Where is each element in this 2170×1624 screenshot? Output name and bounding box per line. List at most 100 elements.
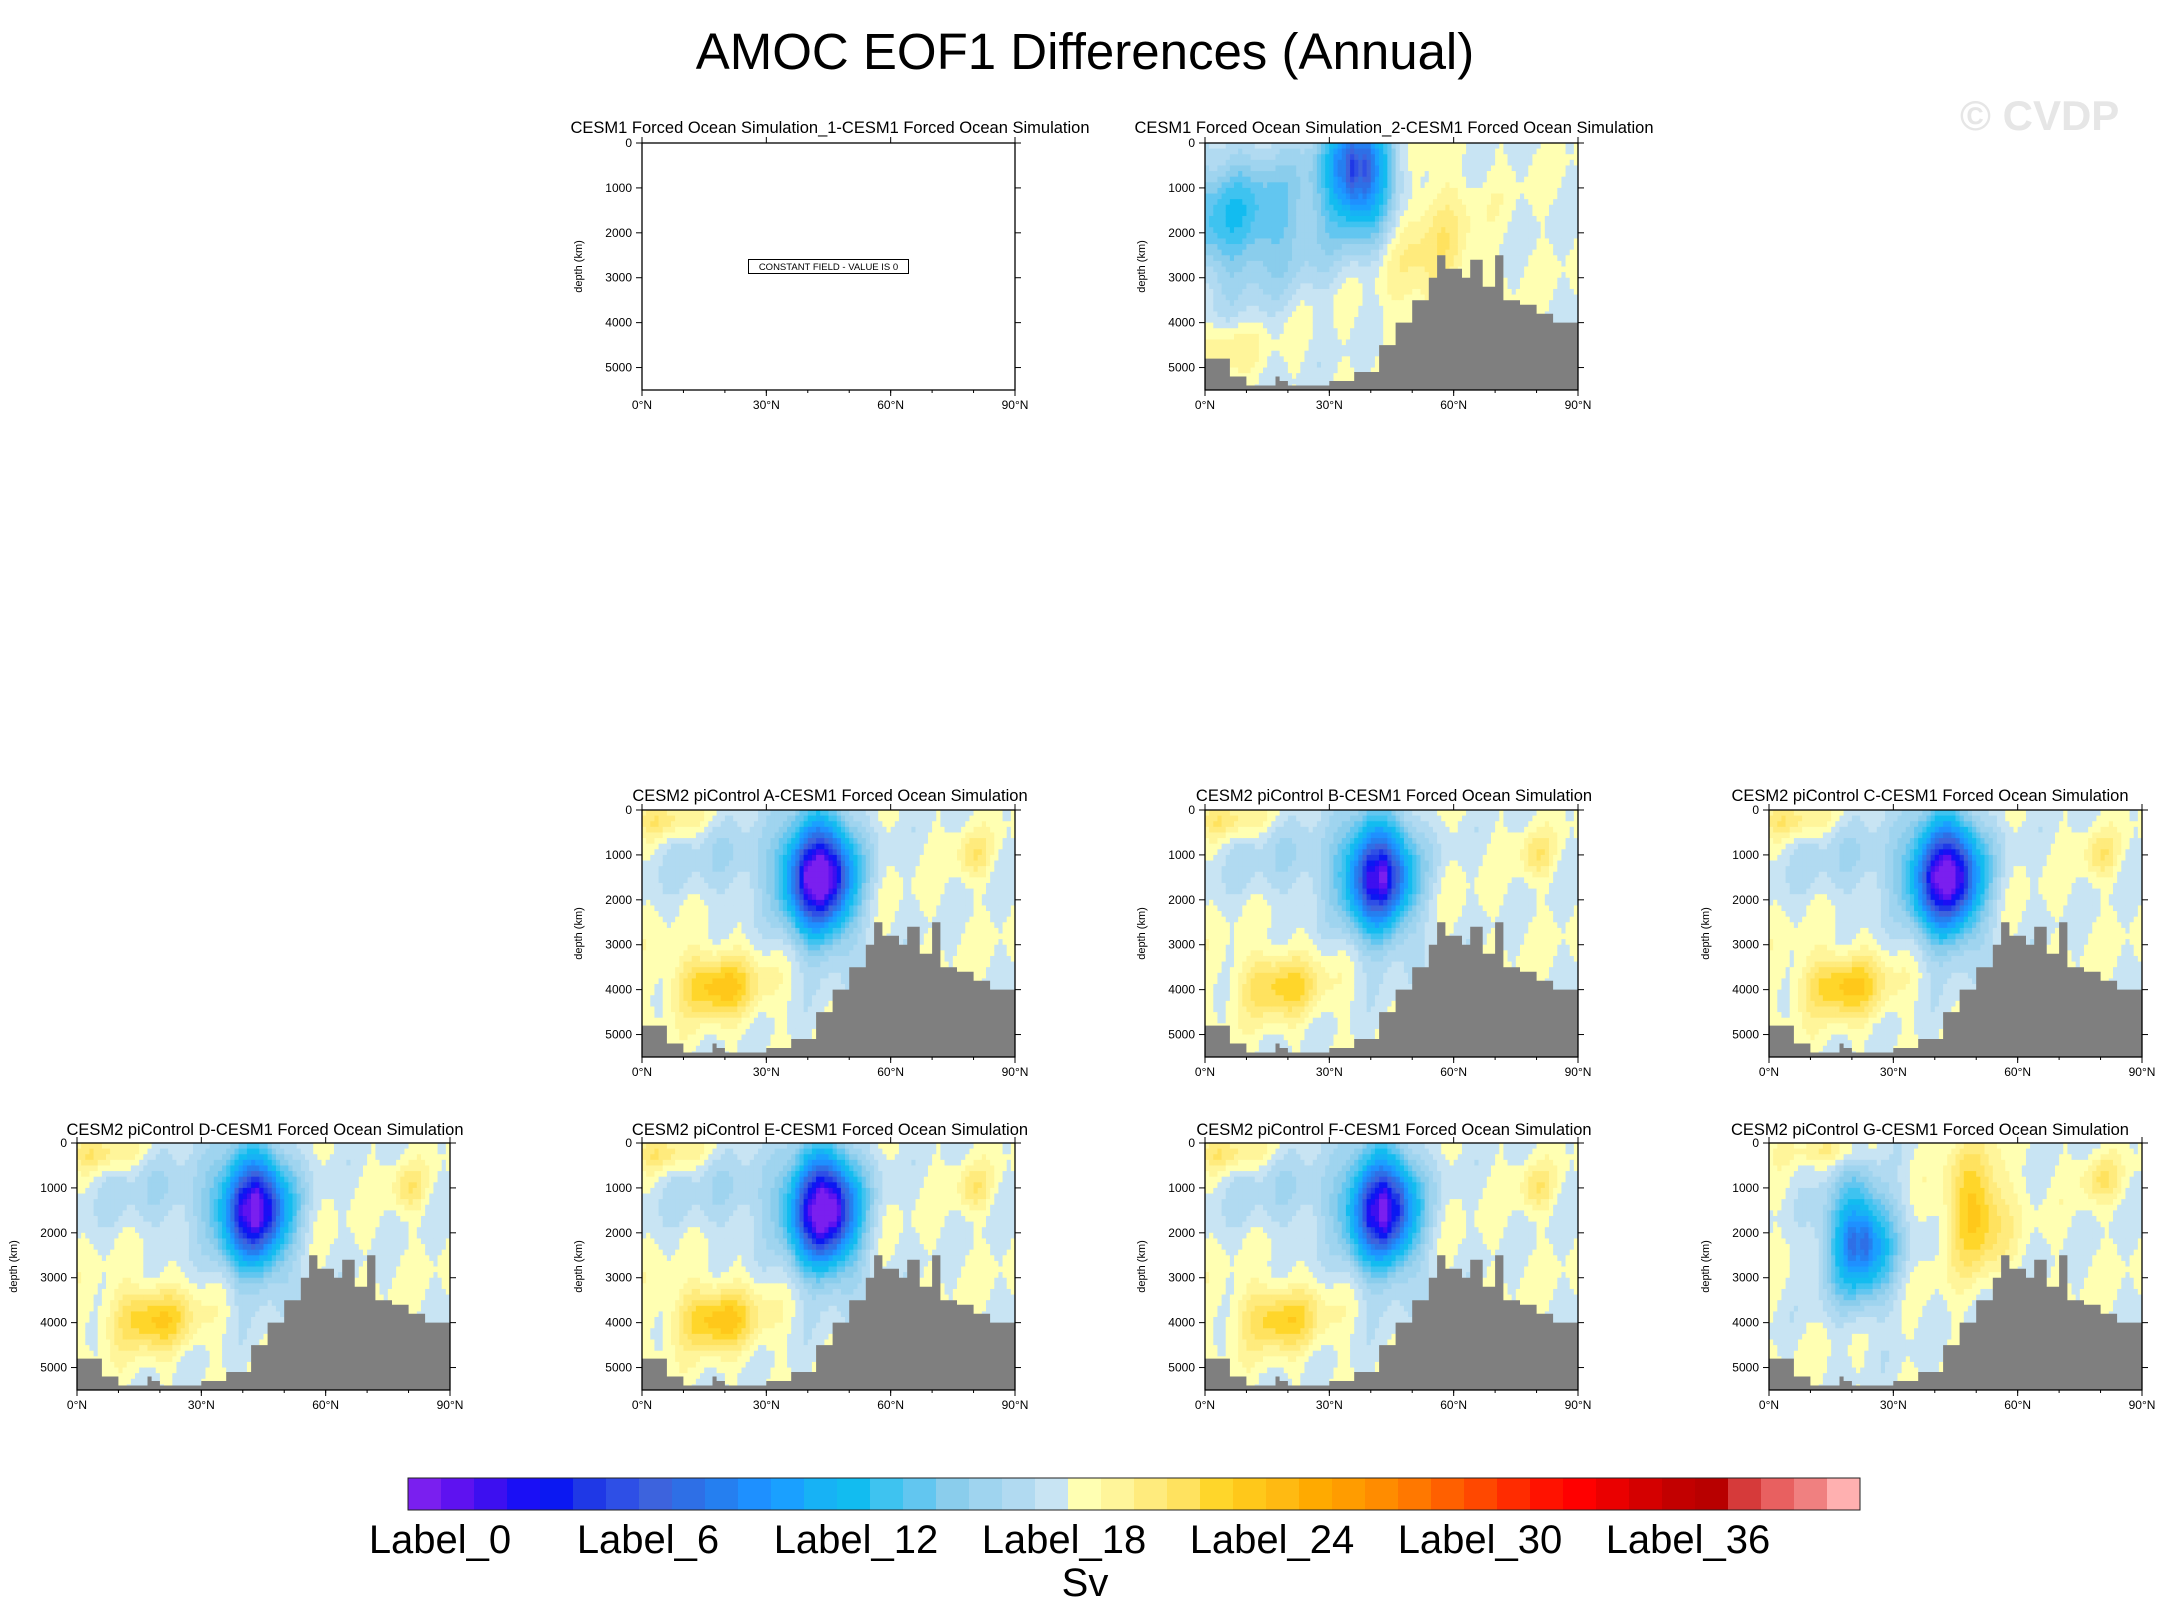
field-cell bbox=[1271, 187, 1276, 194]
field-cell bbox=[1528, 227, 1533, 234]
field-cell bbox=[654, 950, 659, 957]
field-cell bbox=[724, 882, 730, 889]
field-cell bbox=[1420, 215, 1426, 222]
field-cell bbox=[1470, 249, 1475, 256]
field-cell bbox=[1271, 260, 1276, 267]
field-cell bbox=[1271, 345, 1276, 352]
field-cell bbox=[1366, 154, 1372, 161]
field-cell bbox=[1445, 199, 1450, 206]
field-cell bbox=[666, 1012, 672, 1019]
field-cell bbox=[1416, 199, 1421, 206]
field-cell bbox=[1441, 244, 1446, 251]
field-cell bbox=[654, 882, 659, 889]
field-cell bbox=[1287, 322, 1293, 329]
field-cell bbox=[1544, 260, 1550, 267]
field-cell bbox=[1325, 356, 1330, 363]
field-cell bbox=[1486, 176, 1492, 183]
field-cell bbox=[1565, 176, 1571, 183]
field-cell bbox=[679, 826, 684, 833]
field-cell bbox=[1238, 238, 1243, 245]
field-cell bbox=[1234, 165, 1239, 172]
field-cell bbox=[1524, 171, 1529, 178]
field-cell bbox=[1519, 294, 1525, 301]
field-cell bbox=[1304, 294, 1310, 301]
field-cell bbox=[1209, 277, 1214, 284]
field-cell bbox=[1354, 305, 1359, 312]
field-cell bbox=[708, 1028, 713, 1035]
field-cell bbox=[1478, 255, 1484, 262]
field-cell bbox=[1221, 154, 1227, 161]
field-cell bbox=[1354, 345, 1359, 352]
field-cell bbox=[1292, 367, 1297, 374]
field-cell bbox=[1548, 232, 1554, 239]
field-cell bbox=[724, 871, 730, 878]
field-cell bbox=[1267, 171, 1272, 178]
field-cell bbox=[1428, 266, 1434, 273]
field-cell bbox=[720, 899, 726, 906]
field-cell bbox=[691, 950, 697, 957]
field-cell bbox=[1403, 232, 1409, 239]
field-cell bbox=[642, 826, 647, 833]
field-cell bbox=[1242, 367, 1247, 374]
field-cell bbox=[1221, 339, 1227, 346]
field-cell bbox=[1271, 143, 1276, 150]
field-cell bbox=[1561, 300, 1566, 307]
field-cell bbox=[712, 849, 717, 856]
field-cell bbox=[1213, 333, 1218, 340]
field-cell bbox=[1337, 356, 1343, 363]
field-cell bbox=[1519, 221, 1525, 228]
field-cell bbox=[1387, 148, 1392, 155]
field-cell bbox=[1242, 187, 1247, 194]
field-cell bbox=[1296, 277, 1301, 284]
field-cell bbox=[1461, 165, 1467, 172]
field-cell bbox=[1536, 182, 1542, 189]
field-cell bbox=[1441, 159, 1446, 166]
field-cell bbox=[1403, 260, 1409, 267]
field-cell bbox=[1275, 300, 1280, 307]
field-cell bbox=[1304, 266, 1310, 273]
field-cell bbox=[1573, 210, 1578, 217]
field-cell bbox=[1250, 193, 1256, 200]
field-cell bbox=[1329, 204, 1334, 211]
field-cell bbox=[1511, 148, 1517, 155]
field-cell bbox=[1490, 182, 1496, 189]
field-cell bbox=[1205, 317, 1210, 324]
field-cell bbox=[1225, 328, 1231, 335]
field-cell bbox=[1499, 159, 1504, 166]
field-cell bbox=[1304, 300, 1310, 307]
field-cell bbox=[1242, 238, 1247, 245]
field-cell bbox=[1358, 193, 1363, 200]
field-cell bbox=[1457, 204, 1463, 211]
field-cell bbox=[1524, 182, 1529, 189]
field-cell bbox=[1548, 199, 1554, 206]
field-cell bbox=[1329, 143, 1334, 150]
field-cell bbox=[1304, 182, 1310, 189]
field-cell bbox=[1275, 215, 1280, 222]
field-cell bbox=[720, 894, 726, 901]
field-cell bbox=[1350, 350, 1355, 357]
field-cell bbox=[1238, 367, 1243, 374]
field-cell bbox=[1379, 266, 1384, 273]
field-cell bbox=[1238, 300, 1243, 307]
field-cell bbox=[1548, 238, 1554, 245]
field-cell bbox=[1370, 227, 1376, 234]
field-cell bbox=[1544, 187, 1550, 194]
field-cell bbox=[671, 1017, 676, 1024]
field-cell bbox=[654, 894, 659, 901]
field-cell bbox=[1333, 288, 1339, 295]
field-cell bbox=[1553, 171, 1558, 178]
field-cell bbox=[1573, 238, 1578, 245]
field-cell bbox=[1275, 288, 1280, 295]
field-cell bbox=[1308, 199, 1314, 206]
field-cell bbox=[1399, 227, 1405, 234]
field-cell bbox=[1337, 361, 1343, 368]
field-cell bbox=[708, 810, 713, 817]
field-cell bbox=[1258, 300, 1264, 307]
field-cell bbox=[642, 877, 647, 884]
field-cell bbox=[1503, 238, 1508, 245]
field-cell bbox=[1254, 171, 1260, 178]
field-cell bbox=[1242, 176, 1247, 183]
field-cell bbox=[658, 894, 664, 901]
field-cell bbox=[1561, 249, 1566, 256]
field-cell bbox=[1557, 260, 1562, 267]
